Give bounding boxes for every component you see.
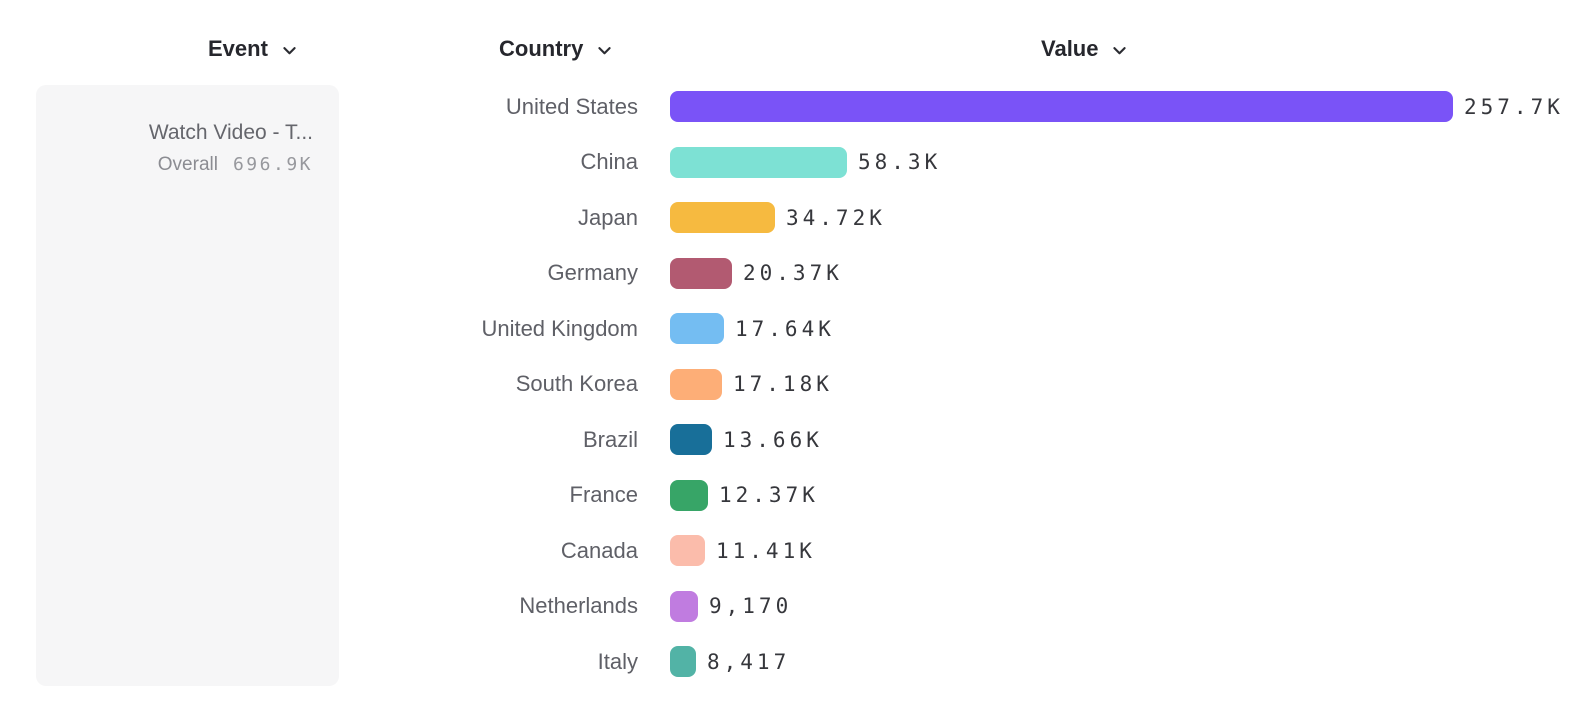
table-row: Japan 34.72K: [0, 190, 1584, 246]
value-label: 13.66K: [723, 427, 823, 452]
event-title: Watch Video - T...: [148, 121, 313, 144]
table-row: United Kingdom 17.64K: [0, 301, 1584, 357]
bar-segment[interactable]: [670, 424, 712, 456]
value-label: 257.7K: [1464, 94, 1564, 119]
value-label: 11.41K: [716, 538, 816, 563]
table-row: United States 257.7K: [0, 79, 1584, 135]
table-row: Canada 11.41K: [0, 523, 1584, 579]
table-row: Germany 20.37K: [0, 246, 1584, 302]
bar-cell: 17.18K: [670, 368, 833, 400]
bar-segment[interactable]: [670, 590, 698, 622]
bar-cell: 13.66K: [670, 424, 823, 456]
event-column-header[interactable]: Event: [208, 36, 298, 62]
table-row: France 12.37K: [0, 468, 1584, 524]
bar-chart: United States 257.7K China 58.3K Japan 3…: [0, 79, 1584, 690]
bar-segment[interactable]: [670, 368, 722, 400]
bar-segment[interactable]: [670, 313, 724, 345]
chevron-down-icon: [1111, 42, 1128, 59]
bar-cell: 8,417: [670, 646, 791, 678]
country-label: Japan: [578, 204, 638, 230]
table-row: Italy 8,417: [0, 634, 1584, 690]
bar-cell: 257.7K: [670, 91, 1564, 123]
bar-segment[interactable]: [670, 535, 705, 567]
bar-cell: 17.64K: [670, 313, 835, 345]
value-label: 8,417: [707, 649, 791, 674]
overall-value: 696.9K: [232, 154, 313, 175]
table-row: Netherlands 9,170: [0, 579, 1584, 635]
bar-segment[interactable]: [670, 257, 732, 289]
country-label: Canada: [560, 537, 638, 563]
country-label: Germany: [547, 260, 638, 286]
bar-segment[interactable]: [670, 646, 696, 678]
value-column-label: Value: [1041, 36, 1099, 61]
bar-cell: 58.3K: [670, 146, 942, 178]
event-card[interactable]: Watch Video - T... Overall 696.9K: [36, 85, 339, 686]
bar-segment[interactable]: [670, 146, 847, 178]
country-label: Netherlands: [519, 593, 638, 619]
bar-cell: 20.37K: [670, 257, 843, 289]
event-column-label: Event: [208, 36, 268, 61]
table-row: China 58.3K: [0, 135, 1584, 191]
value-label: 20.37K: [743, 261, 843, 286]
chevron-down-icon: [281, 42, 298, 59]
value-label: 12.37K: [719, 483, 819, 508]
country-label: France: [569, 482, 638, 508]
country-column-header[interactable]: Country: [499, 36, 613, 62]
table-row: Brazil 13.66K: [0, 412, 1584, 468]
bar-segment[interactable]: [670, 91, 1453, 123]
table-row: South Korea 17.18K: [0, 357, 1584, 413]
bar-cell: 11.41K: [670, 535, 816, 567]
country-column-label: Country: [499, 36, 584, 61]
bar-segment[interactable]: [670, 202, 775, 234]
value-column-header[interactable]: Value: [1041, 36, 1128, 62]
value-label: 17.18K: [733, 372, 833, 397]
chevron-down-icon: [596, 42, 613, 59]
country-label: Brazil: [582, 426, 638, 452]
country-label: United Kingdom: [481, 315, 638, 341]
bar-segment[interactable]: [670, 479, 708, 511]
value-label: 34.72K: [786, 205, 886, 230]
value-label: 9,170: [709, 594, 793, 619]
bar-cell: 12.37K: [670, 479, 819, 511]
country-label: United States: [505, 93, 638, 119]
value-label: 58.3K: [858, 150, 942, 175]
overall-label: Overall: [157, 154, 218, 175]
country-label: Italy: [597, 648, 638, 674]
country-label: China: [580, 149, 638, 175]
bar-cell: 34.72K: [670, 202, 886, 234]
country-label: South Korea: [515, 371, 638, 397]
bar-cell: 9,170: [670, 590, 793, 622]
value-label: 17.64K: [735, 316, 835, 341]
event-overall: Overall 696.9K: [62, 154, 313, 176]
